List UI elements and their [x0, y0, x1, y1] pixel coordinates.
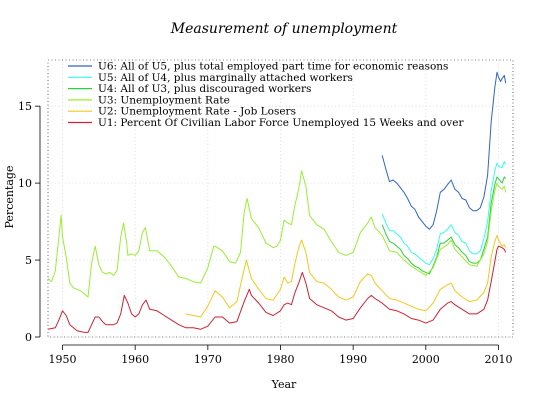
- x-tick-label: 1980: [267, 353, 295, 366]
- x-tick-label: 1950: [49, 353, 77, 366]
- y-tick-label: 0: [25, 331, 32, 344]
- y-tick-label: 10: [18, 177, 32, 190]
- series-line-u5: [381, 161, 507, 266]
- series-line-u6: [381, 71, 507, 230]
- chart-title: Measurement of unemployment: [170, 21, 398, 37]
- x-tick-label: 1960: [121, 353, 149, 366]
- series-line-u3: [47, 170, 507, 298]
- x-tick-label: 2010: [484, 353, 512, 366]
- series-line-u4: [381, 176, 507, 275]
- series-line-u2: [185, 234, 507, 318]
- legend-label-u1: U1: Percent Of Civilian Labor Force Unem…: [98, 117, 464, 129]
- legend-label-u4: U4: All of U3, plus discouraged workers: [98, 83, 311, 95]
- y-tick-label: 15: [18, 100, 32, 113]
- legend: U6: All of U5, plus total employed part …: [68, 61, 464, 129]
- legend-label-u6: U6: All of U5, plus total employed part …: [98, 61, 448, 73]
- x-tick-label: 2000: [412, 353, 440, 366]
- y-axis-label: Percentage: [3, 166, 16, 229]
- grid: [48, 60, 513, 338]
- y-tick-label: 5: [25, 254, 32, 267]
- axes: 1950 1960 1970 1980 1990 2000 2010 0 5 10 15: [18, 100, 512, 366]
- series-line-u1: [47, 245, 507, 333]
- legend-label-u2: U2: Unemployment Rate - Job Losers: [98, 106, 296, 118]
- x-axis-label: Year: [271, 378, 297, 391]
- x-tick-label: 1970: [194, 353, 222, 366]
- series-lines: [47, 71, 507, 333]
- legend-label-u5: U5: All of U4, plus marginally attached …: [98, 72, 353, 84]
- legend-label-u3: U3: Unemployment Rate: [98, 94, 230, 106]
- x-tick-label: 1990: [339, 353, 367, 366]
